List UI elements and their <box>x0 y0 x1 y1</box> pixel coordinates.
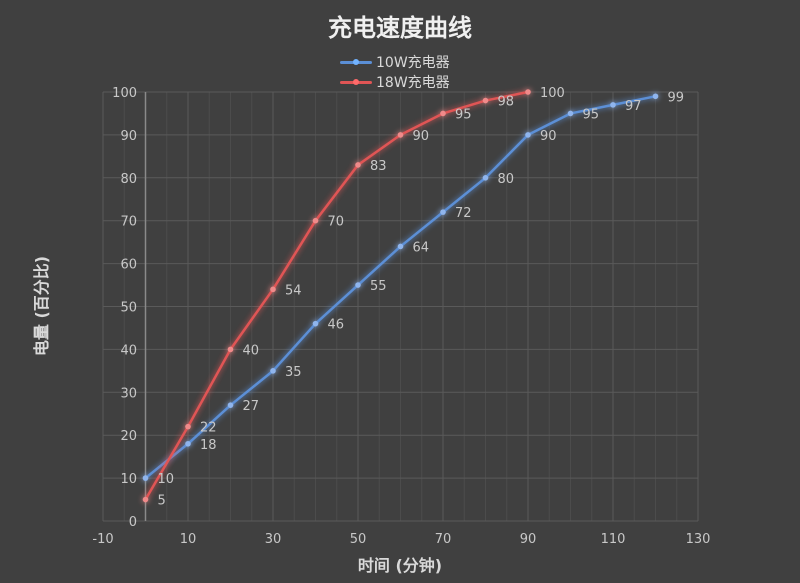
data-point <box>525 89 531 95</box>
x-tick-label: 70 <box>435 532 452 547</box>
data-point <box>142 496 149 503</box>
data-point <box>142 475 149 481</box>
legend-item-18w: 18W充电器 <box>340 72 450 92</box>
legend-item-10w: 10W充电器 <box>340 52 450 72</box>
data-value-label: 46 <box>328 318 345 333</box>
data-point <box>227 402 234 408</box>
x-tick-label: 110 <box>601 532 626 547</box>
data-point <box>610 102 616 108</box>
series-18w-line <box>142 89 531 503</box>
data-value-label: 55 <box>370 279 387 294</box>
y-tick-label: 0 <box>129 515 137 530</box>
y-tick-label: 20 <box>120 429 137 444</box>
data-value-label: 97 <box>625 99 642 114</box>
x-tick-label: 50 <box>350 532 367 547</box>
legend-swatch-red-icon <box>340 80 372 84</box>
x-tick-label: 30 <box>265 532 282 547</box>
series-10w-line <box>142 93 659 481</box>
data-value-label: 5 <box>158 494 166 509</box>
x-tick-label: 130 <box>686 532 711 547</box>
data-point <box>397 243 404 250</box>
y-tick-label: 10 <box>120 472 137 487</box>
y-tick-label: 80 <box>120 172 137 187</box>
data-value-label: 72 <box>455 206 472 221</box>
legend-label: 10W充电器 <box>376 55 450 71</box>
y-tick-label: 90 <box>120 129 137 144</box>
data-value-label: 27 <box>243 399 260 414</box>
data-value-label: 95 <box>583 107 600 122</box>
y-tick-label: 60 <box>120 258 137 273</box>
y-tick-label: 30 <box>120 386 137 401</box>
x-tick-label: 10 <box>180 532 197 547</box>
data-value-label: 99 <box>668 90 685 105</box>
data-value-label: 98 <box>498 95 515 110</box>
data-value-label: 80 <box>498 172 515 187</box>
x-axis-label: 时间 (分钟) <box>357 556 443 575</box>
legend-label: 18W充电器 <box>376 75 450 91</box>
data-point <box>482 97 489 104</box>
data-point <box>525 132 531 138</box>
data-point <box>227 346 234 353</box>
data-labels: 10 18 27 35 46 55 64 72 80 90 95 97 99 5 22 40 54 70 83 90 9… <box>158 86 685 509</box>
y-axis-label: 电量 (百分比) <box>32 255 51 357</box>
legend-swatch-blue-icon <box>340 60 372 64</box>
data-point <box>185 440 191 447</box>
data-point <box>440 209 446 215</box>
data-value-label: 95 <box>455 107 472 122</box>
y-tick-label: 50 <box>120 301 137 316</box>
data-point <box>312 320 319 327</box>
y-tick-label: 70 <box>120 215 137 230</box>
grid-lines <box>102 91 699 522</box>
data-point <box>312 217 319 224</box>
data-value-label: 40 <box>243 343 260 358</box>
data-value-label: 83 <box>370 159 387 174</box>
data-point <box>270 368 276 374</box>
data-value-label: 70 <box>328 215 345 230</box>
y-tick-label: 40 <box>120 343 137 358</box>
data-value-label: 90 <box>413 129 430 144</box>
axes: 0 10 20 30 40 50 60 70 80 90 100 -10 10 30 50 70 90 110 13… <box>92 86 710 547</box>
data-value-label: 18 <box>200 438 217 453</box>
data-point <box>482 175 489 181</box>
data-value-label: 54 <box>285 283 302 298</box>
data-point <box>567 110 574 117</box>
data-point <box>355 162 361 168</box>
y-tick-label: 100 <box>112 86 137 101</box>
series-lines <box>142 89 659 503</box>
data-point <box>185 423 191 430</box>
data-value-label: 35 <box>285 365 302 380</box>
x-tick-label: -10 <box>92 532 113 547</box>
data-point <box>440 110 446 117</box>
x-tick-label: 90 <box>520 532 537 547</box>
data-value-label: 64 <box>413 240 430 255</box>
data-point <box>652 93 659 100</box>
data-point <box>270 286 276 293</box>
data-value-label: 100 <box>540 86 565 101</box>
data-point <box>397 132 404 138</box>
chart-title: 充电速度曲线 <box>328 14 472 42</box>
data-value-label: 22 <box>200 421 217 436</box>
data-point <box>355 282 361 288</box>
data-value-label: 10 <box>158 472 175 487</box>
data-value-label: 90 <box>540 129 557 144</box>
